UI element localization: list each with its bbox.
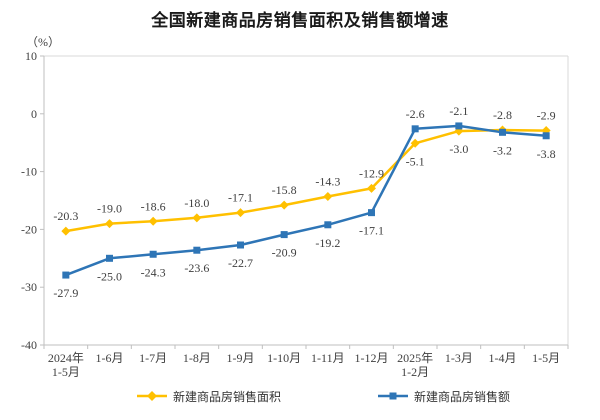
- data-label: -2.6: [406, 107, 425, 121]
- data-label: -2.9: [537, 109, 556, 123]
- data-label: -24.3: [141, 265, 166, 279]
- data-label: -5.1: [406, 154, 425, 168]
- data-point-marker: [237, 241, 244, 249]
- data-point-marker: [411, 125, 419, 133]
- data-label: -14.3: [315, 174, 340, 188]
- data-point-marker: [148, 216, 158, 226]
- y-axis-tick-label: -20: [21, 222, 37, 236]
- data-label: -27.9: [53, 286, 78, 300]
- data-label: -19.2: [315, 236, 340, 250]
- data-point-marker: [149, 250, 157, 258]
- y-axis-tick-label: 0: [31, 107, 37, 121]
- x-axis: 2024年 1-5月 1-6月 1-7月 1-8月 1-9月 1-10月 1-11月 1-12月…: [43, 344, 569, 379]
- chart-title: 全国新建商品房销售面积及销售额增速: [151, 11, 449, 30]
- data-point-marker: [367, 183, 376, 193]
- data-point-marker: [324, 221, 332, 229]
- data-point-marker: [192, 213, 202, 223]
- series-sales-area-line: -20.3 -19.0 -18.6 -18.0 -17.1 -15.8 -14.3 -12.9…: [53, 108, 556, 236]
- data-label: -3.8: [537, 147, 556, 161]
- data-point-marker: [410, 138, 420, 148]
- data-point-marker: [455, 122, 463, 130]
- data-label: -20.9: [272, 246, 297, 260]
- data-point-marker: [499, 128, 506, 136]
- x-axis-tick-label: 1-9月: [227, 351, 255, 365]
- x-axis-tick-label: 2024年 1-5月: [48, 351, 84, 379]
- data-label: -3.2: [493, 143, 512, 157]
- x-axis-tick-label: 1-10月: [267, 351, 301, 365]
- x-axis-tick-label: 1-3月: [445, 351, 473, 365]
- y-axis-unit-label: （%）: [26, 35, 60, 49]
- x-axis-tick-label: 1-12月: [355, 351, 389, 365]
- data-point-marker: [105, 219, 114, 229]
- y-axis-tick-label: 10: [25, 49, 37, 63]
- data-point-marker: [106, 254, 113, 262]
- data-label: -18.6: [141, 199, 166, 213]
- x-axis-tick-label: 1-7月: [139, 351, 167, 365]
- x-axis-tick-label: 1-11月: [311, 351, 345, 365]
- data-point-marker: [236, 208, 245, 218]
- y-axis-tick-label: -40: [21, 338, 37, 352]
- data-label: -23.6: [184, 261, 209, 275]
- x-axis-tick-label: 1-4月: [489, 351, 517, 365]
- data-point-marker: [368, 209, 375, 217]
- y-axis: 10 0 -10 -20 -30 -40: [21, 49, 45, 352]
- data-point-marker: [61, 226, 71, 236]
- x-axis-tick-label: 2025年 1-2月: [397, 351, 433, 379]
- legend-entry-sales-area: 新建商品房销售面积: [137, 388, 281, 404]
- data-label: -15.8: [272, 183, 297, 197]
- data-point-marker: [542, 132, 550, 140]
- data-label: -2.1: [449, 104, 468, 118]
- sales-amount-line-swatch-icon: [378, 392, 408, 400]
- data-label: -17.1: [228, 191, 253, 205]
- y-axis-tick-label: -10: [21, 165, 37, 179]
- x-axis-tick-label: 1-6月: [96, 351, 124, 365]
- x-axis-tick-label: 1-8月: [183, 351, 211, 365]
- legend-label-sales-area: 新建商品房销售面积: [173, 389, 282, 404]
- sales-area-line-swatch-icon: [137, 391, 167, 401]
- data-label: -17.1: [359, 224, 384, 238]
- x-axis-tick-label: 1-5月: [532, 351, 560, 365]
- data-label: -18.0: [184, 196, 209, 210]
- chart-legend: 新建商品房销售面积 新建商品房销售额: [0, 388, 600, 406]
- data-point-marker: [62, 271, 70, 279]
- data-label: -19.0: [97, 202, 122, 216]
- data-point-marker: [323, 191, 333, 201]
- data-label: -25.0: [97, 269, 122, 283]
- line-chart-plot: 10 0 -10 -20 -30 -40 2024年 1-5月 1-6月 1-7月 1-8月 1-9月…: [21, 49, 569, 379]
- data-label: -12.9: [359, 166, 384, 180]
- data-label: -20.3: [53, 209, 78, 223]
- data-point-marker: [279, 200, 289, 210]
- legend-entry-sales-amount: 新建商品房销售额: [378, 388, 510, 404]
- data-label: -2.8: [493, 108, 512, 122]
- data-label: -22.7: [228, 256, 253, 270]
- legend-label-sales-amount: 新建商品房销售额: [414, 389, 511, 404]
- data-point-marker: [193, 246, 201, 254]
- data-point-marker: [280, 231, 288, 239]
- plot-border: [44, 55, 569, 345]
- y-axis-tick-label: -30: [21, 280, 37, 294]
- series-sales-amount-line: -27.9 -25.0 -24.3 -23.6 -22.7 -20.9 -19.2 -17.1…: [53, 104, 555, 300]
- data-label: -3.0: [449, 142, 468, 156]
